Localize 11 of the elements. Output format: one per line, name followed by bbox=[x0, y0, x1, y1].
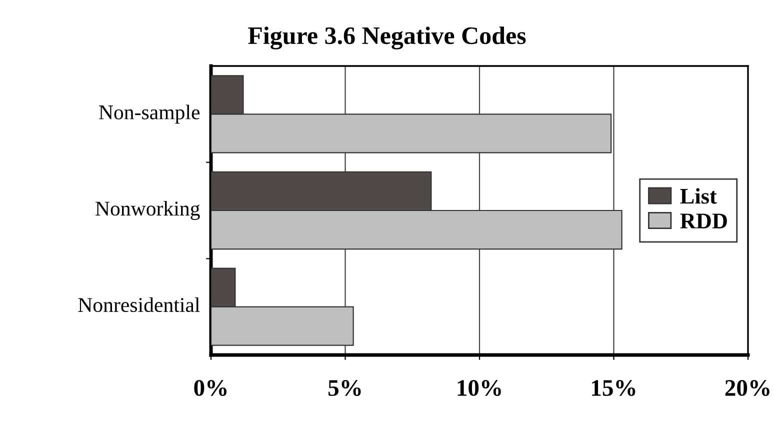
chart-title: Figure 3.6 Negative Codes bbox=[248, 26, 526, 50]
y-tick-label: Nonworking bbox=[96, 201, 200, 220]
x-tick-label: 20% bbox=[725, 380, 770, 396]
legend-label: List bbox=[680, 188, 717, 204]
x-tick-label: 10% bbox=[458, 380, 501, 396]
y-tick-label: Nonresidential bbox=[78, 297, 200, 312]
legend-label: RDD bbox=[680, 214, 727, 228]
x-tick-label: 15% bbox=[592, 380, 636, 396]
x-tick-label: 5% bbox=[328, 380, 361, 396]
y-tick-label: Non-sample bbox=[99, 104, 200, 124]
x-tick-label: 0% bbox=[194, 380, 226, 396]
